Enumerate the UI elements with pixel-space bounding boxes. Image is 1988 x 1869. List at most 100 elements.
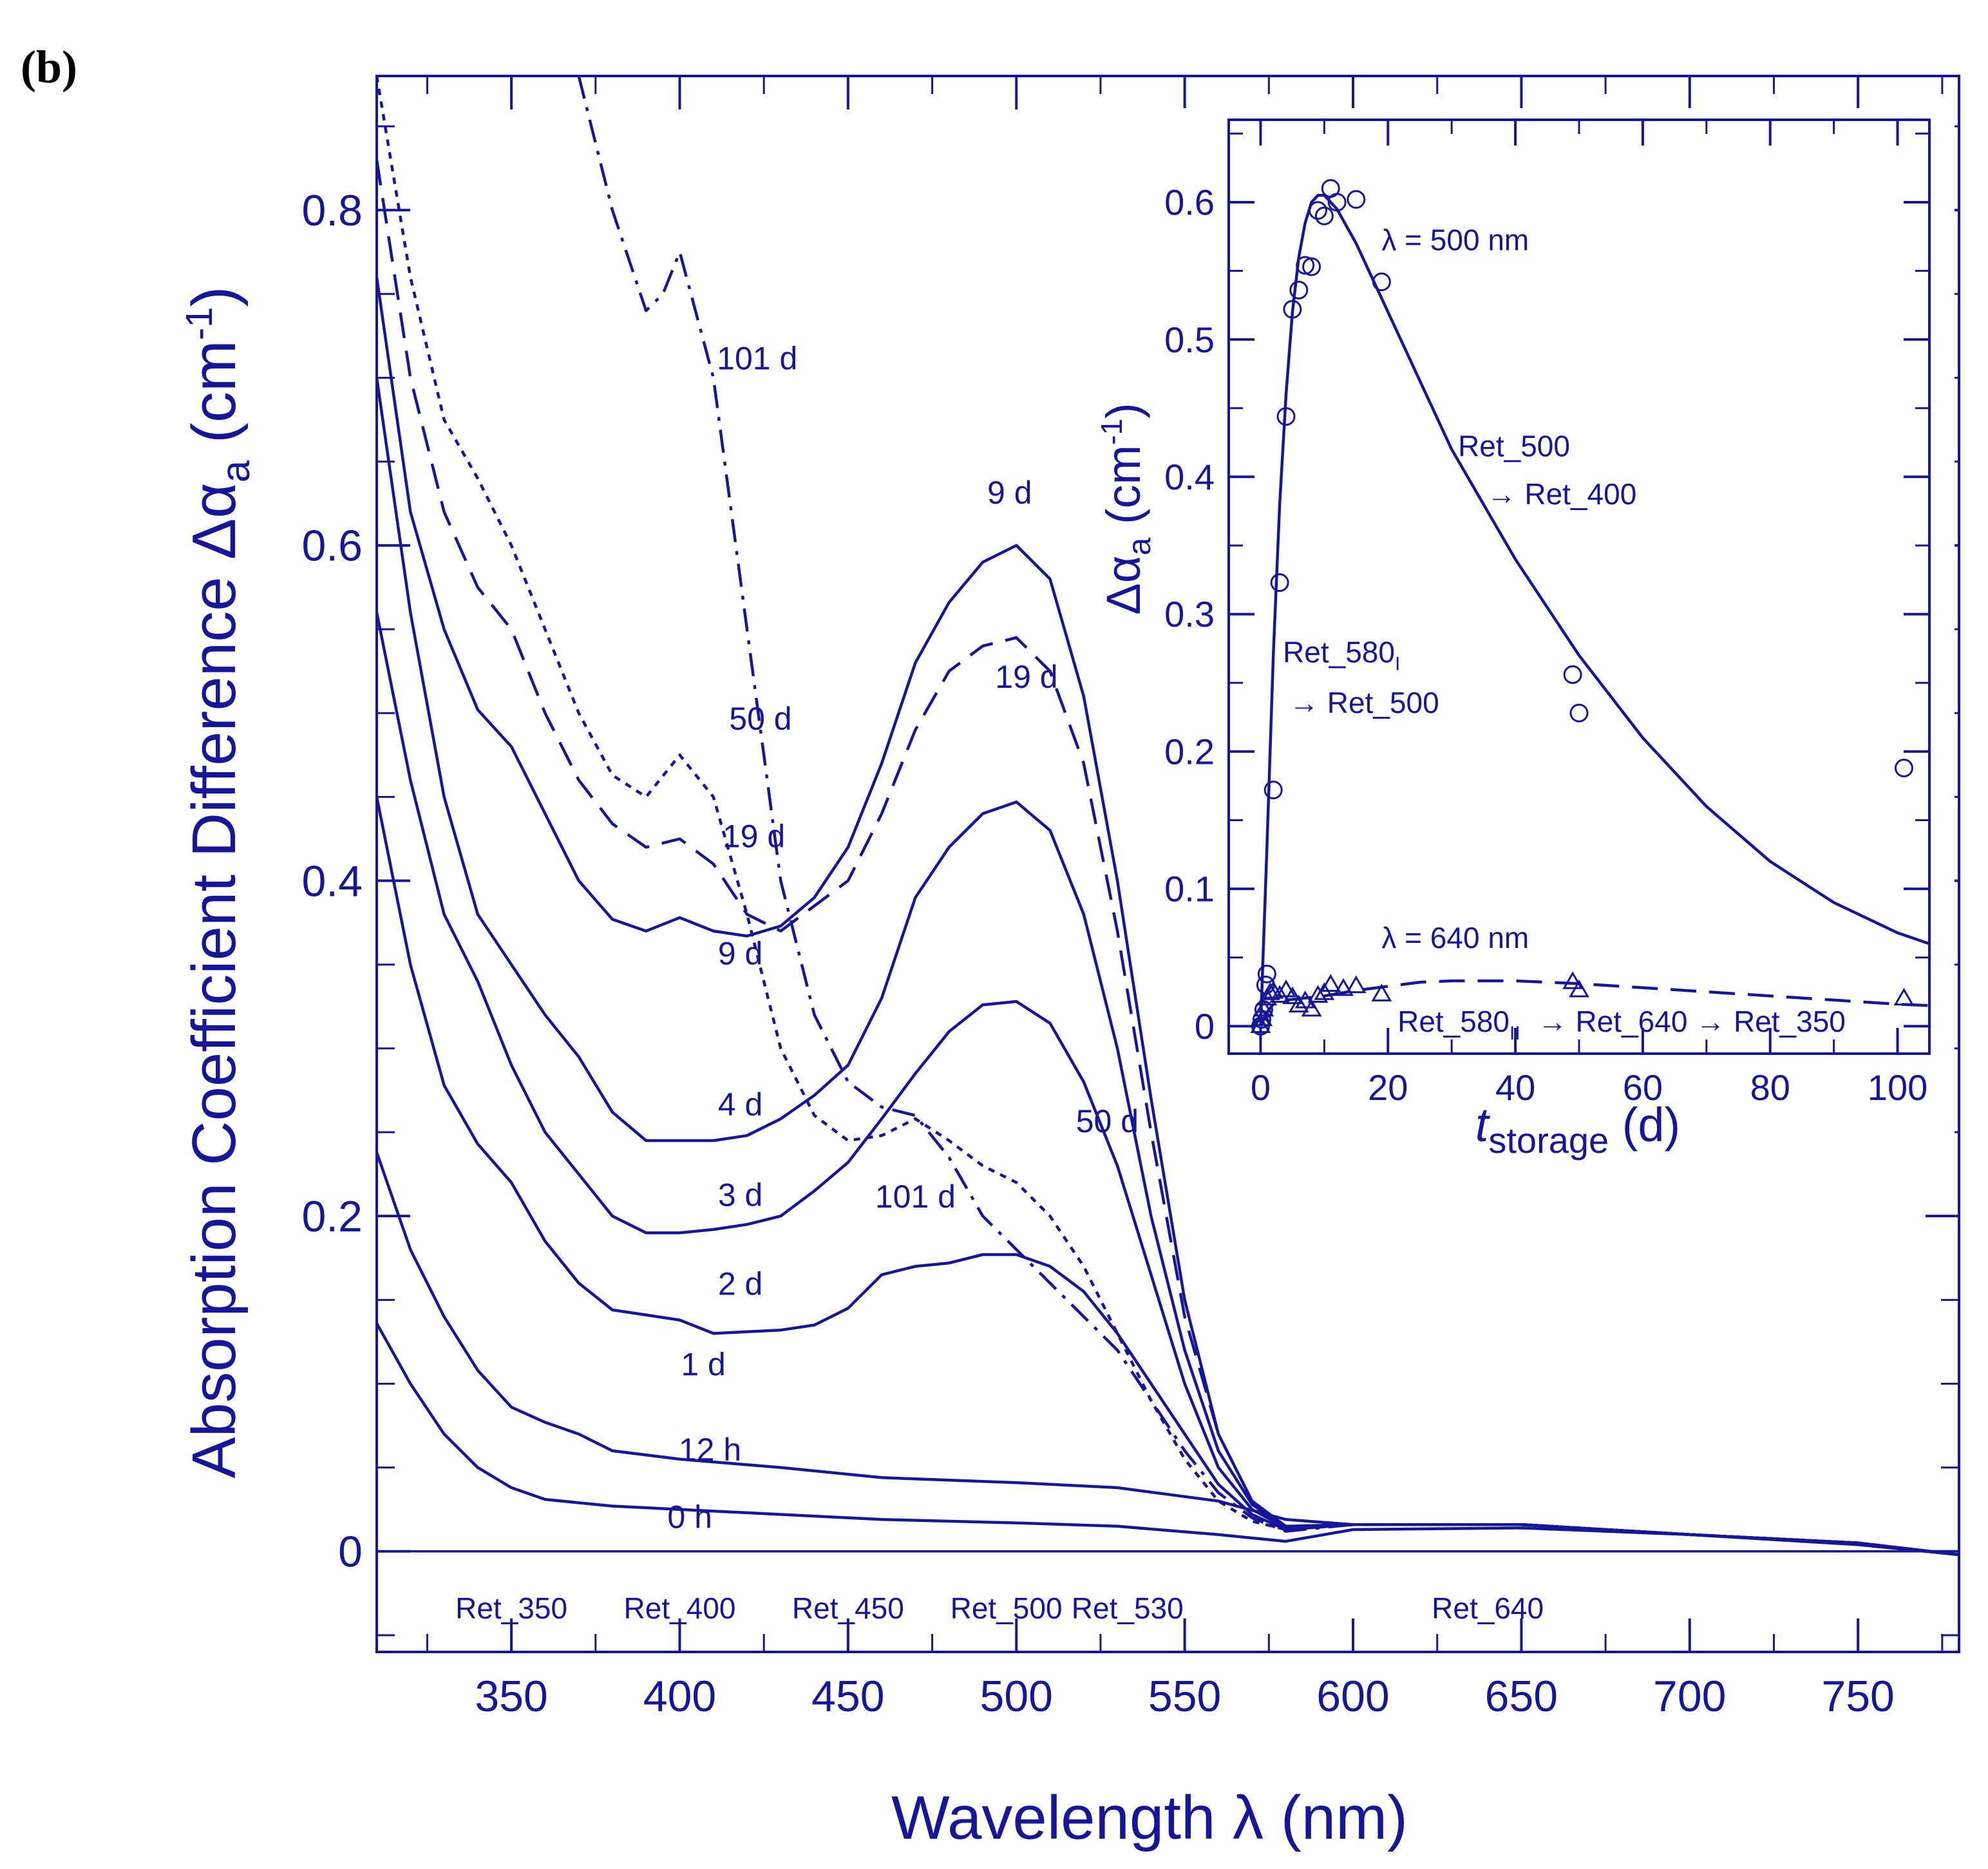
data-point-640nm [1301,998,1322,1017]
y-tick-label: 0.6 [1164,182,1215,223]
inset-y-axis-label: Δαa (cm-1) [1095,403,1157,614]
x-tick-label: 0 [1251,1067,1271,1108]
inset-annotation-500-nm: λ = 500 nm [1381,223,1529,257]
inset-plot-area [1250,179,1929,1036]
data-point-500nm [1894,758,1913,777]
x-tick-label: 600 [1316,1672,1389,1721]
y-tick-label: 0 [1195,1006,1215,1047]
panel-label: (b) [21,41,77,93]
band-label-ret-640: Ret_640 [1432,1591,1544,1625]
curve-label-101-d: 101 d [717,341,797,377]
curve-label-50-d: 50 d [729,701,791,737]
inset-annotations: λ = 500 nm Ret_500 → Ret_400 Ret_580I → Ret_… [1283,223,1846,1044]
inset-x-axis-label-unit: (d) [1622,1098,1680,1152]
series-line-1-d [377,1152,1959,1557]
band-label-ret-530: Ret_530 [1072,1591,1184,1625]
data-point-500nm [1276,407,1296,426]
curve-label-50-d: 50 d [1076,1103,1139,1139]
curve-label-1-d: 1 d [681,1346,726,1382]
x-tick-label: 40 [1495,1067,1535,1108]
x-tick-label: 400 [643,1672,716,1721]
data-point-640nm [1333,978,1354,996]
curve-label-0-h: 0 h [667,1499,712,1535]
main-y-tick-labels: 0 0.2 0.4 0.6 0.8 [301,186,363,1577]
inset-y-axis-unit-sup: -1 [1095,419,1128,445]
data-point-500nm [1569,703,1589,723]
data-point-640nm [1569,979,1589,998]
data-point-640nm [1276,979,1296,998]
inset-axes: 0 20 40 60 80 100 0 0.1 0.2 0.3 0.4 0.5 0.6 λ = 500… [1164,119,1931,1108]
main-y-axis-label-sub: a [214,460,258,482]
x-tick-label: 700 [1653,1672,1726,1721]
inset-annotation-640-nm: λ = 640 nm [1381,921,1529,954]
main-plot-area [377,76,1959,1557]
curve-label-9-d: 9 d [718,936,763,972]
curve-label-2-d: 2 d [718,1266,763,1302]
inset-y-axis-label-text: Δα [1097,556,1150,615]
y-tick-label: 0.6 [301,522,363,571]
curve-label-19-d: 19 d [995,659,1057,695]
series-line-12-h [377,1322,1959,1557]
inset-y-axis-label-sub: a [1121,538,1157,556]
main-axes: 350 400 450 500 550 600 650 700 750 00.20.40.60.… [301,75,1960,1721]
inset-chart: 0 20 40 60 80 100 0 0.1 0.2 0.3 0.4 0.5 0.6 λ = 500… [1095,108,1955,1161]
main-y-axis-unit-sup: -1 [178,307,220,341]
x-tick-label: 450 [811,1672,884,1721]
data-point-640nm [1562,971,1584,989]
inset-annotation-ret-580: Ret_580II [1397,1005,1520,1044]
y-tick-label: 0.5 [1164,319,1215,360]
inset-y-axis-unit-open: (cm [1097,445,1150,524]
main-y-axis-unit-open: (cm [180,340,249,443]
main-plot-frame [375,75,1960,1653]
inset-y-tick-labels: 0 0.1 0.2 0.3 0.4 0.5 0.6 [1164,182,1215,1047]
data-point-640nm [1260,982,1281,1000]
series-line-101-d [577,76,1959,1557]
data-point-500nm [1283,299,1302,319]
inset-x-axis-label-main: t [1475,1098,1491,1152]
data-point-500nm [1302,257,1321,276]
main-x-tick-labels: 350 400 450 500 550 600 650 700 750 [475,1672,1895,1721]
y-tick-label: 0.1 [1164,869,1215,909]
inset-annotation-ret-400: → Ret_400 [1487,477,1637,511]
y-tick-label: 0.3 [1164,594,1215,634]
data-point-500nm [1308,201,1327,220]
x-tick-label: 60 [1623,1067,1663,1108]
inset-ticks [1229,120,1929,1054]
x-tick-label: 20 [1368,1067,1408,1108]
band-label-ret-400: Ret_400 [624,1591,736,1625]
y-tick-label: 0.8 [301,186,363,235]
inset-annotation-ret-500: Ret_500 [1458,429,1570,462]
inset-y-axis-unit-close: ) [1097,403,1150,419]
data-point-640nm [1371,983,1392,1001]
x-tick-label: 500 [980,1672,1053,1721]
inset-x-axis-label: tstorage (d) [1475,1098,1680,1161]
data-point-640nm [1893,987,1915,1006]
data-point-640nm [1288,994,1309,1012]
curve-label-9-d: 9 d [987,475,1032,511]
x-tick-label: 650 [1485,1672,1558,1721]
inset-annotation-ret-640-ret-350: → Ret_640 → Ret_350 [1538,1005,1846,1038]
data-point-640nm [1253,998,1274,1017]
main-band-labels: Ret_350 Ret_400 Ret_450 Ret_500 Ret_530 Ret_6… [455,1591,1544,1625]
data-point-640nm [1320,974,1341,992]
main-y-axis-unit-close: ) [180,287,249,307]
inset-annotation-ret-580: Ret_580I [1283,635,1400,674]
curve-label-12-h: 12 h [679,1432,741,1468]
band-label-ret-350: Ret_350 [455,1591,567,1625]
main-y-axis-label: Absorption Coefficient Difference Δαa (c… [178,287,258,1479]
data-point-500nm [1563,665,1582,684]
x-tick-label: 80 [1750,1067,1790,1108]
data-point-500nm [1347,190,1366,209]
main-series-group [377,76,1959,1557]
y-tick-label: 0.4 [301,857,363,906]
data-point-500nm [1314,206,1334,225]
band-label-ret-450: Ret_450 [792,1591,904,1625]
data-point-500nm [1270,573,1289,593]
curve-label-19-d: 19 d [723,818,785,854]
y-tick-label: 0.4 [1164,457,1215,497]
main-y-axis-label-text: Absorption Coefficient Difference Δα [180,482,249,1478]
y-tick-label: 0 [338,1528,363,1577]
series-line-50-d [377,76,1959,1557]
main-curve-labels: 0 h 12 h 1 d 2 d 3 d 4 d 9 d 19 d 50 d 101 d 9 d 19… [667,341,1139,1535]
